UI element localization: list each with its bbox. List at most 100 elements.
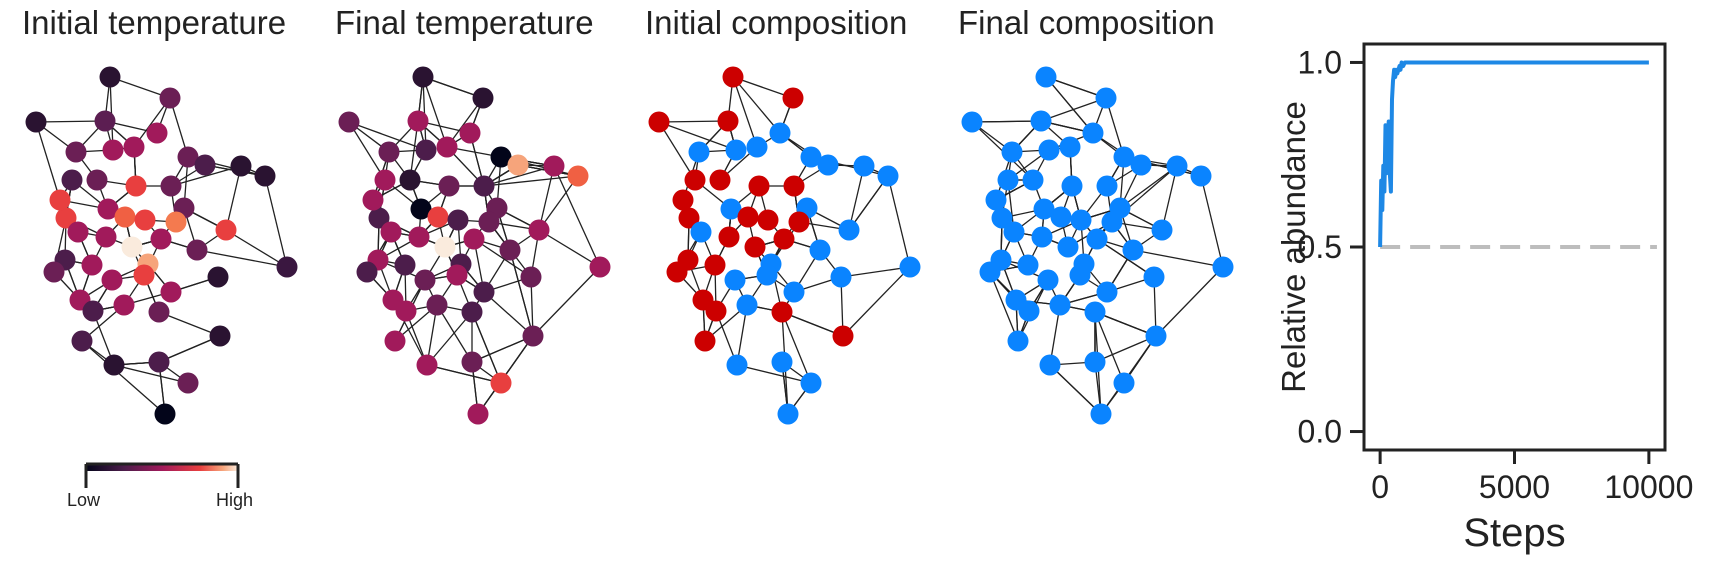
network-node bbox=[809, 239, 831, 261]
network-node bbox=[101, 269, 123, 291]
network-node bbox=[194, 154, 216, 176]
network-node bbox=[159, 87, 181, 109]
network-initial-temperature bbox=[25, 66, 298, 425]
network-node bbox=[800, 372, 822, 394]
network-node bbox=[800, 146, 822, 168]
network-edge bbox=[732, 76, 794, 99]
network-node bbox=[724, 269, 746, 291]
network-node bbox=[567, 165, 589, 187]
network-node bbox=[997, 169, 1019, 191]
network-edge bbox=[989, 271, 1019, 342]
network-edge bbox=[538, 229, 601, 268]
network-edge bbox=[196, 249, 288, 268]
network-node bbox=[1070, 209, 1092, 231]
network-edge bbox=[781, 311, 812, 384]
network-node bbox=[1003, 221, 1025, 243]
network-node bbox=[215, 219, 237, 241]
network-node bbox=[1145, 325, 1167, 347]
network-node bbox=[589, 256, 611, 278]
network-edge bbox=[225, 229, 288, 268]
network-node bbox=[82, 300, 104, 322]
panel-title-final-composition: Final composition bbox=[958, 4, 1215, 41]
network-node bbox=[1059, 136, 1081, 158]
network-edge bbox=[158, 335, 221, 363]
network-node bbox=[113, 294, 135, 316]
network-node bbox=[490, 146, 512, 168]
network-node bbox=[207, 266, 229, 288]
network-edge bbox=[422, 76, 484, 99]
network-node bbox=[177, 146, 199, 168]
network-node bbox=[1084, 301, 1106, 323]
network-node bbox=[1039, 354, 1061, 376]
network-node bbox=[99, 66, 121, 88]
temperature-colorbar bbox=[84, 462, 240, 488]
network-node bbox=[709, 169, 731, 191]
network-edge bbox=[1045, 76, 1107, 99]
network-node bbox=[146, 122, 168, 144]
network-node bbox=[985, 189, 1007, 211]
network-node bbox=[438, 175, 460, 197]
network-node bbox=[783, 175, 805, 197]
network-edge bbox=[1200, 175, 1224, 268]
network-node bbox=[436, 136, 458, 158]
network-edge bbox=[471, 335, 534, 363]
network-edge bbox=[532, 266, 601, 337]
network-node bbox=[412, 66, 434, 88]
network-node bbox=[276, 256, 298, 278]
network-edge bbox=[658, 121, 696, 181]
network-node bbox=[1001, 141, 1023, 163]
network-node bbox=[25, 111, 47, 133]
network-edge bbox=[426, 311, 473, 366]
network-node bbox=[991, 207, 1013, 229]
network-node bbox=[961, 111, 983, 133]
network-edge bbox=[736, 364, 812, 384]
network-node bbox=[1096, 175, 1118, 197]
panel-title-initial-temperature: Initial temperature bbox=[22, 4, 287, 41]
x-tick-label: 0 bbox=[1371, 469, 1389, 505]
network-edge bbox=[1096, 238, 1155, 278]
network-node bbox=[1082, 122, 1104, 144]
network-node bbox=[1037, 269, 1059, 291]
network-node bbox=[722, 66, 744, 88]
network-node bbox=[718, 226, 740, 248]
network-node bbox=[384, 330, 406, 352]
network-node bbox=[666, 261, 688, 283]
network-edge bbox=[658, 120, 729, 123]
network-node bbox=[773, 228, 795, 250]
network-node bbox=[55, 207, 77, 229]
network-node bbox=[528, 219, 550, 241]
network-edge bbox=[1132, 249, 1224, 268]
network-node bbox=[473, 281, 495, 303]
network-node bbox=[684, 169, 706, 191]
network-node bbox=[43, 261, 65, 283]
network-node bbox=[49, 189, 71, 211]
network-node bbox=[1095, 87, 1117, 109]
network-edge bbox=[1161, 165, 1178, 231]
network-node bbox=[407, 110, 429, 132]
network-node bbox=[777, 403, 799, 425]
network-edge bbox=[348, 121, 427, 151]
network-node bbox=[95, 226, 117, 248]
network-edge bbox=[473, 238, 532, 278]
network-node bbox=[61, 169, 83, 191]
network-node bbox=[461, 301, 483, 323]
panel-title-initial-composition: Initial composition bbox=[645, 4, 908, 41]
network-node bbox=[737, 206, 759, 228]
network-node bbox=[102, 139, 124, 161]
network-node bbox=[1086, 228, 1108, 250]
network-node bbox=[338, 111, 360, 133]
network-edge bbox=[553, 165, 601, 268]
network-node bbox=[133, 264, 155, 286]
network-node bbox=[459, 122, 481, 144]
network-node bbox=[704, 254, 726, 276]
network-node bbox=[154, 403, 176, 425]
network-node bbox=[374, 169, 396, 191]
network-node bbox=[748, 175, 770, 197]
network-edge bbox=[471, 311, 502, 384]
network-edge bbox=[109, 76, 171, 99]
network-node bbox=[783, 281, 805, 303]
network-edge bbox=[422, 76, 448, 148]
network-edge bbox=[971, 120, 1042, 123]
network-node bbox=[1122, 239, 1144, 261]
